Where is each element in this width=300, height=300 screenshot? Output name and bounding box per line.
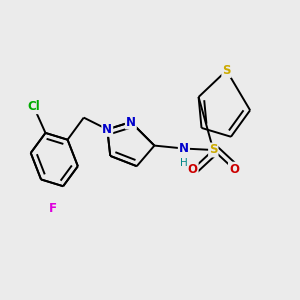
Text: F: F [49, 202, 57, 215]
Text: O: O [188, 163, 198, 176]
Text: H: H [180, 158, 188, 168]
Text: N: N [179, 142, 189, 155]
Text: S: S [222, 64, 231, 77]
Text: N: N [179, 142, 189, 155]
Text: Cl: Cl [27, 100, 40, 113]
Text: S: S [209, 143, 218, 157]
Text: N: N [102, 123, 112, 136]
Text: O: O [229, 163, 239, 176]
Text: N: N [126, 116, 136, 128]
